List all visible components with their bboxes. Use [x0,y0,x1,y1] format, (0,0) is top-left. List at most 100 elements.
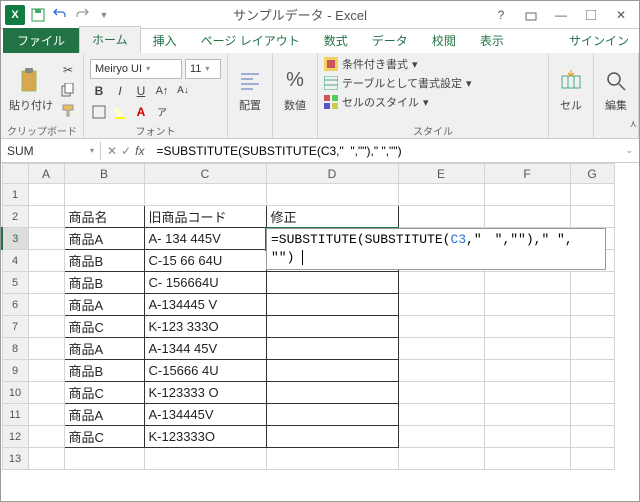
undo-icon[interactable] [51,6,69,24]
format-painter-icon[interactable] [59,101,77,119]
row-header-4[interactable]: 4 [2,250,28,272]
cell-E7[interactable] [398,316,484,338]
cell-styles-button[interactable]: セルのスタイル ▾ [324,94,429,110]
cell-B6[interactable]: 商品A [64,294,144,316]
paste-button[interactable]: 貼り付け [7,65,55,115]
tab-data[interactable]: データ [360,28,420,53]
cell-A3[interactable] [28,228,64,250]
cell-C5[interactable]: C- 156664U [144,272,266,294]
cells-button[interactable]: セル [555,65,587,115]
redo-icon[interactable] [73,6,91,24]
cell-G5[interactable] [570,272,614,294]
font-name-combo[interactable]: Meiryo UI▾ [90,59,182,79]
select-all-corner[interactable] [2,164,28,184]
cell-A7[interactable] [28,316,64,338]
cell-F8[interactable] [484,338,570,360]
sign-in-link[interactable]: サインイン [559,28,639,53]
col-header-A[interactable]: A [28,164,64,184]
enter-formula-icon[interactable]: ✓ [121,144,131,158]
cell-B13[interactable] [64,448,144,470]
cell-B1[interactable] [64,184,144,206]
formula-input[interactable] [150,142,619,160]
align-button[interactable]: 配置 [234,65,266,115]
cell-C3[interactable]: A- 134 445V [144,228,266,250]
cell-C9[interactable]: C-15666 4U [144,360,266,382]
row-header-3[interactable]: 3 [2,228,28,250]
cell-G2[interactable] [570,206,614,228]
tab-formulas[interactable]: 数式 [312,28,360,53]
spreadsheet-grid[interactable]: ABCDEFG12商品名旧商品コード修正3商品AA- 134 445V4商品BC… [1,163,615,470]
row-header-12[interactable]: 12 [2,426,28,448]
cell-C1[interactable] [144,184,266,206]
cell-D10[interactable] [266,382,398,404]
row-header-10[interactable]: 10 [2,382,28,404]
cell-A10[interactable] [28,382,64,404]
cell-B8[interactable]: 商品A [64,338,144,360]
cut-icon[interactable]: ✂ [59,61,77,79]
help-icon[interactable]: ? [487,5,515,25]
cell-B7[interactable]: 商品C [64,316,144,338]
cell-D7[interactable] [266,316,398,338]
cell-D12[interactable] [266,426,398,448]
cell-G6[interactable] [570,294,614,316]
cell-D1[interactable] [266,184,398,206]
borders-icon[interactable] [90,103,108,121]
cell-D2[interactable]: 修正 [266,206,398,228]
cell-D5[interactable] [266,272,398,294]
cell-E1[interactable] [398,184,484,206]
row-header-9[interactable]: 9 [2,360,28,382]
cell-G8[interactable] [570,338,614,360]
conditional-format-button[interactable]: 条件付き書式 ▾ [324,56,418,72]
cell-F7[interactable] [484,316,570,338]
cell-C13[interactable] [144,448,266,470]
cell-F6[interactable] [484,294,570,316]
cell-C10[interactable]: K-123333 O [144,382,266,404]
cell-E2[interactable] [398,206,484,228]
cell-E8[interactable] [398,338,484,360]
tab-pagelayout[interactable]: ページ レイアウト [189,28,312,53]
cell-G11[interactable] [570,404,614,426]
cell-E11[interactable] [398,404,484,426]
cell-G10[interactable] [570,382,614,404]
cell-A5[interactable] [28,272,64,294]
row-header-2[interactable]: 2 [2,206,28,228]
cell-A1[interactable] [28,184,64,206]
cell-E6[interactable] [398,294,484,316]
cell-C6[interactable]: A-134445 V [144,294,266,316]
cell-C12[interactable]: K-123333O [144,426,266,448]
cell-C11[interactable]: A-134445V [144,404,266,426]
cell-B9[interactable]: 商品B [64,360,144,382]
cell-F9[interactable] [484,360,570,382]
cell-B5[interactable]: 商品B [64,272,144,294]
row-header-6[interactable]: 6 [2,294,28,316]
italic-button[interactable]: I [111,82,129,100]
decrease-font-icon[interactable]: A↓ [174,82,192,100]
row-header-11[interactable]: 11 [2,404,28,426]
save-icon[interactable] [29,6,47,24]
font-size-combo[interactable]: 11▾ [185,59,221,79]
col-header-C[interactable]: C [144,164,266,184]
fill-color-icon[interactable] [111,103,129,121]
cell-D9[interactable] [266,360,398,382]
cell-F5[interactable] [484,272,570,294]
copy-icon[interactable] [59,81,77,99]
row-header-7[interactable]: 7 [2,316,28,338]
number-button[interactable]: %数値 [279,65,311,115]
cell-A11[interactable] [28,404,64,426]
cell-G1[interactable] [570,184,614,206]
edit-button[interactable]: 編集 [600,65,632,115]
cell-C2[interactable]: 旧商品コード [144,206,266,228]
cell-F11[interactable] [484,404,570,426]
col-header-D[interactable]: D [266,164,398,184]
formula-edit-overlay[interactable]: =SUBSTITUTE(SUBSTITUTE(C3," ","")," ",""… [266,228,606,270]
col-header-E[interactable]: E [398,164,484,184]
cell-F1[interactable] [484,184,570,206]
ribbon-options-icon[interactable] [517,5,545,25]
row-header-8[interactable]: 8 [2,338,28,360]
bold-button[interactable]: B [90,82,108,100]
cell-F2[interactable] [484,206,570,228]
expand-formula-icon[interactable]: ⌄ [619,145,639,156]
name-box[interactable]: SUM▾ [1,142,101,160]
cell-E13[interactable] [398,448,484,470]
cell-G9[interactable] [570,360,614,382]
